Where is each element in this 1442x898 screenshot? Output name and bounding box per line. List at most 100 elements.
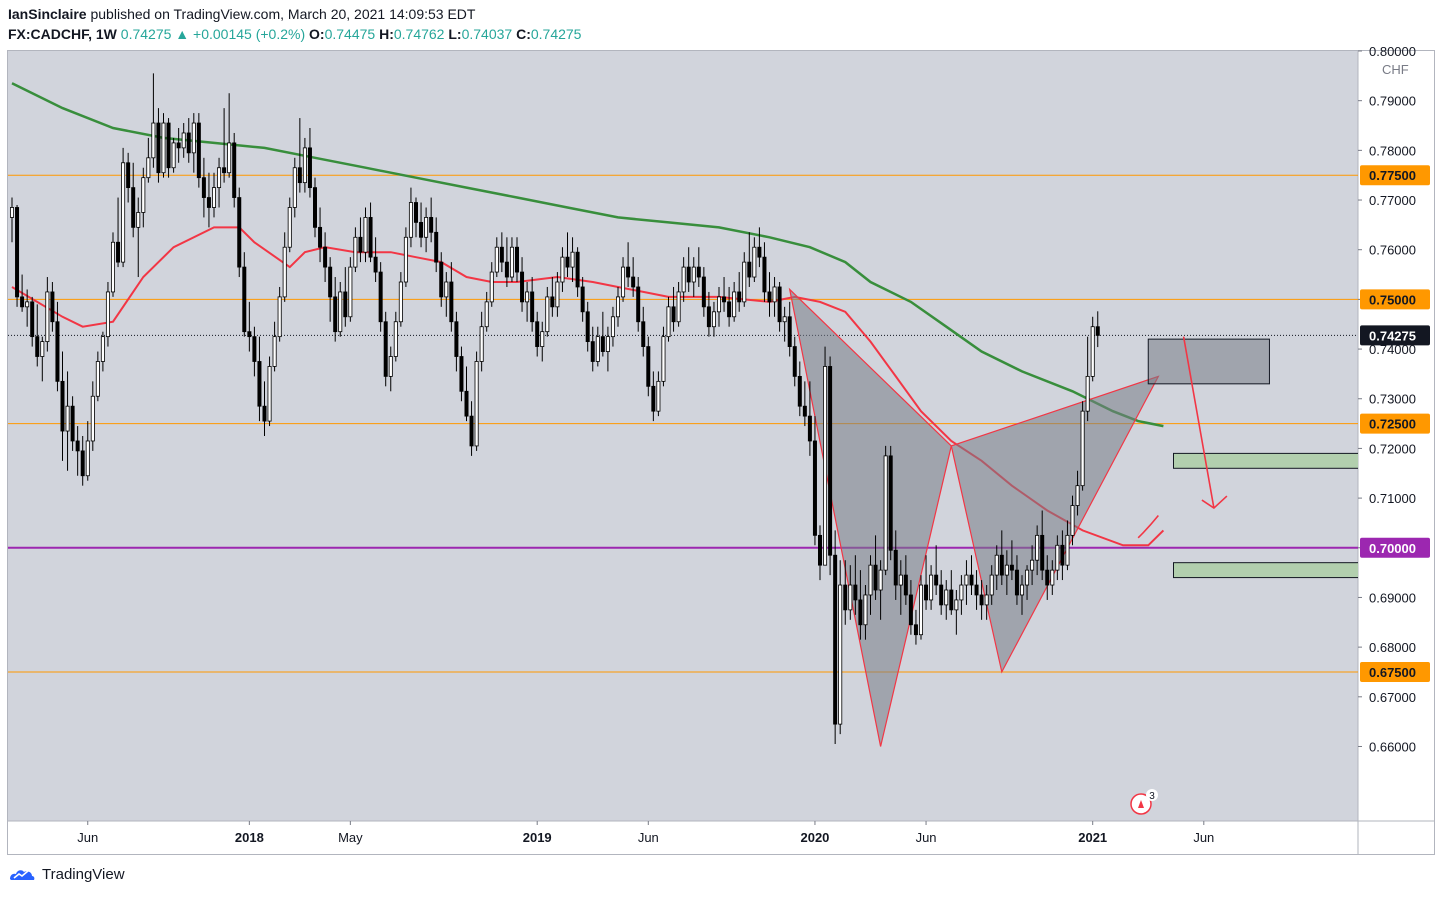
candle-body <box>176 142 181 149</box>
candle-body <box>848 584 853 611</box>
candle-body <box>95 361 100 397</box>
change-arrow-icon: ▲ <box>175 26 190 42</box>
candle-body <box>85 440 90 477</box>
candle-body <box>878 569 883 591</box>
candle-body <box>853 584 858 601</box>
candle-body <box>323 246 328 268</box>
candle-body <box>600 336 605 352</box>
candle-body <box>1095 326 1100 336</box>
candle-body <box>939 584 944 606</box>
time-tick-label: May <box>338 830 363 845</box>
projection-arrow <box>1182 336 1215 509</box>
target-box-1 <box>1173 452 1358 469</box>
candle-body <box>348 266 353 318</box>
price-tick-label: 0.72000 <box>1369 441 1416 456</box>
candle-body <box>969 574 974 586</box>
candle-body <box>121 162 126 263</box>
candle-body <box>156 122 161 174</box>
candle-body <box>151 122 156 159</box>
candle-body <box>40 341 45 357</box>
candle-body <box>489 271 494 303</box>
candle-body <box>555 281 560 308</box>
candle-body <box>504 261 509 278</box>
candle-body <box>535 321 540 347</box>
candle-body <box>621 266 626 298</box>
time-tick-label: 2021 <box>1078 830 1107 845</box>
candle-body <box>605 336 610 352</box>
candle-body <box>595 336 600 362</box>
candle-body <box>373 256 378 273</box>
candle-body <box>307 147 312 189</box>
candle-body <box>60 380 65 432</box>
low-label: L: <box>448 26 462 42</box>
candle-body <box>25 301 30 308</box>
candle-body <box>701 276 706 308</box>
candle-body <box>590 341 595 362</box>
publish-info: IanSinclaire published on TradingView.co… <box>8 6 475 22</box>
candle-body <box>267 366 272 422</box>
candle-body <box>302 147 307 184</box>
candle-body <box>732 291 737 318</box>
candle-body <box>282 246 287 298</box>
candle-body <box>408 202 413 238</box>
footer-brand[interactable]: TradingView <box>8 866 125 883</box>
candle-body <box>191 122 196 154</box>
candle-body <box>403 236 408 283</box>
candle-body <box>737 291 742 303</box>
candle-body <box>469 415 474 447</box>
candle-body <box>196 122 201 179</box>
candle-body <box>509 246 514 278</box>
projection-arrow-head <box>1201 495 1228 510</box>
author-name[interactable]: IanSinclaire <box>8 6 87 22</box>
candle-body <box>1085 375 1090 412</box>
symbol-legend: FX:CADCHF, 1W 0.74275 ▲ +0.00145 (+0.2%)… <box>8 26 581 42</box>
price-tick-label: 0.69000 <box>1369 590 1416 605</box>
candle-body <box>661 336 666 382</box>
candle-body <box>1070 505 1075 536</box>
candle-body <box>984 594 989 606</box>
candle-body <box>1035 534 1040 561</box>
candle-body <box>883 455 888 571</box>
candle-body <box>560 256 565 283</box>
candle-body <box>312 187 317 228</box>
candle-body <box>913 624 918 636</box>
candle-body <box>217 167 222 189</box>
candle-body <box>747 261 752 278</box>
candle-body <box>964 574 969 586</box>
candle-body <box>439 261 444 298</box>
resistance-box <box>1147 338 1270 385</box>
candle-body <box>131 187 136 228</box>
candle-body <box>383 321 388 377</box>
candle-body <box>656 380 661 412</box>
candle-body <box>161 122 166 174</box>
candle-body <box>570 251 575 268</box>
candle-body <box>45 291 50 343</box>
candle-body <box>949 589 954 611</box>
time-tick-label: Jun <box>638 830 659 845</box>
candle-body <box>802 405 807 417</box>
close-label: C: <box>516 26 531 42</box>
candle-body <box>762 256 767 293</box>
price-tick-label: 0.78000 <box>1369 143 1416 158</box>
candle-body <box>858 599 863 626</box>
candle-body <box>388 356 393 377</box>
change-value: +0.00145 (+0.2%) <box>193 26 306 42</box>
candle-body <box>9 207 14 218</box>
candle-body <box>328 266 333 298</box>
price-tick-label: 0.74000 <box>1369 342 1416 357</box>
candle-body <box>1055 544 1060 571</box>
open-label: O: <box>309 26 325 42</box>
candle-body <box>742 261 747 303</box>
candle-body <box>90 395 95 442</box>
candle-body <box>318 226 323 248</box>
candle-body <box>636 286 641 323</box>
candle-body <box>893 549 898 586</box>
candle-body <box>368 217 373 258</box>
candle-body <box>757 246 762 258</box>
symbol-name[interactable]: FX:CADCHF, 1W <box>8 26 117 42</box>
level-price-label: 0.77500 <box>1369 168 1416 183</box>
brand-name: TradingView <box>42 866 125 883</box>
candle-body <box>797 375 802 407</box>
candle-body <box>116 241 121 263</box>
